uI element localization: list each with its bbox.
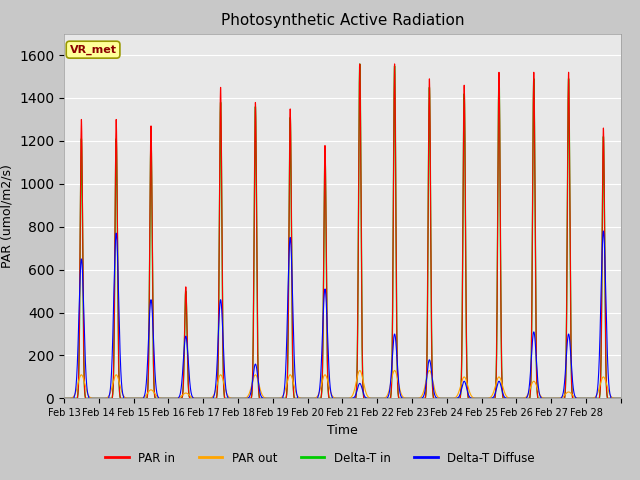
X-axis label: Time: Time <box>327 424 358 437</box>
Title: Photosynthetic Active Radiation: Photosynthetic Active Radiation <box>221 13 464 28</box>
Y-axis label: PAR (umol/m2/s): PAR (umol/m2/s) <box>1 164 13 268</box>
Text: VR_met: VR_met <box>70 45 116 55</box>
Legend: PAR in, PAR out, Delta-T in, Delta-T Diffuse: PAR in, PAR out, Delta-T in, Delta-T Dif… <box>100 447 540 469</box>
